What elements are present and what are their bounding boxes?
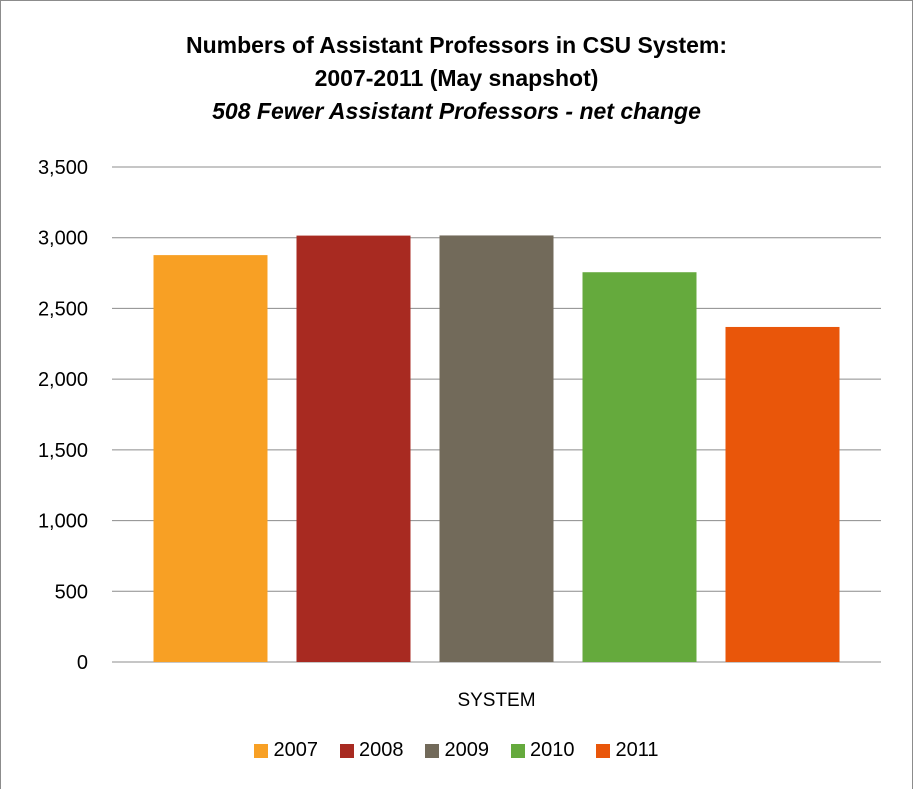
y-tick-label: 3,000 [38,228,88,250]
legend-swatch [339,743,354,758]
chart-title-line-1: Numbers of Assistant Professors in CSU S… [185,32,728,58]
bar-2010 [582,272,697,662]
legend-label: 2007 [273,739,318,761]
y-tick-label: 3,500 [38,157,88,179]
bar-2007 [153,255,268,663]
legend-label: 2011 [615,739,659,761]
bar-2008 [296,235,411,663]
y-tick-label: 1,500 [38,440,88,462]
chart-title-line-2: 2007-2011 (May snapshot) [314,65,599,91]
legend-label: 2010 [529,739,575,761]
legend-item-2011: 2011 [596,739,659,762]
y-tick-label: 2,000 [38,369,88,391]
y-tick-label: 0 [77,652,88,674]
chart-subtitle: 508 Fewer Assistant Professors - net cha… [212,98,701,124]
y-tick-label: 2,500 [38,298,88,320]
chart-legend: 2007 2008 2009 2010 2011 [1,739,912,762]
x-category-label: SYSTEM [457,690,535,711]
legend-swatch [425,743,440,758]
legend-item-2010: 2010 [510,739,575,762]
legend-label: 2009 [444,739,489,761]
chart-title: Numbers of Assistant Professors in CSU S… [1,29,912,128]
legend-swatch [254,743,269,758]
legend-swatch [596,743,611,758]
legend-swatch [510,743,525,758]
legend-label: 2008 [358,739,404,761]
y-tick-label: 1,000 [38,511,88,533]
bar-2009 [439,235,554,663]
legend-item-2009: 2009 [425,739,489,762]
bar-2011 [725,326,840,662]
y-tick-label: 500 [55,581,88,603]
legend-item-2008: 2008 [339,739,404,762]
legend-item-2007: 2007 [254,739,318,762]
